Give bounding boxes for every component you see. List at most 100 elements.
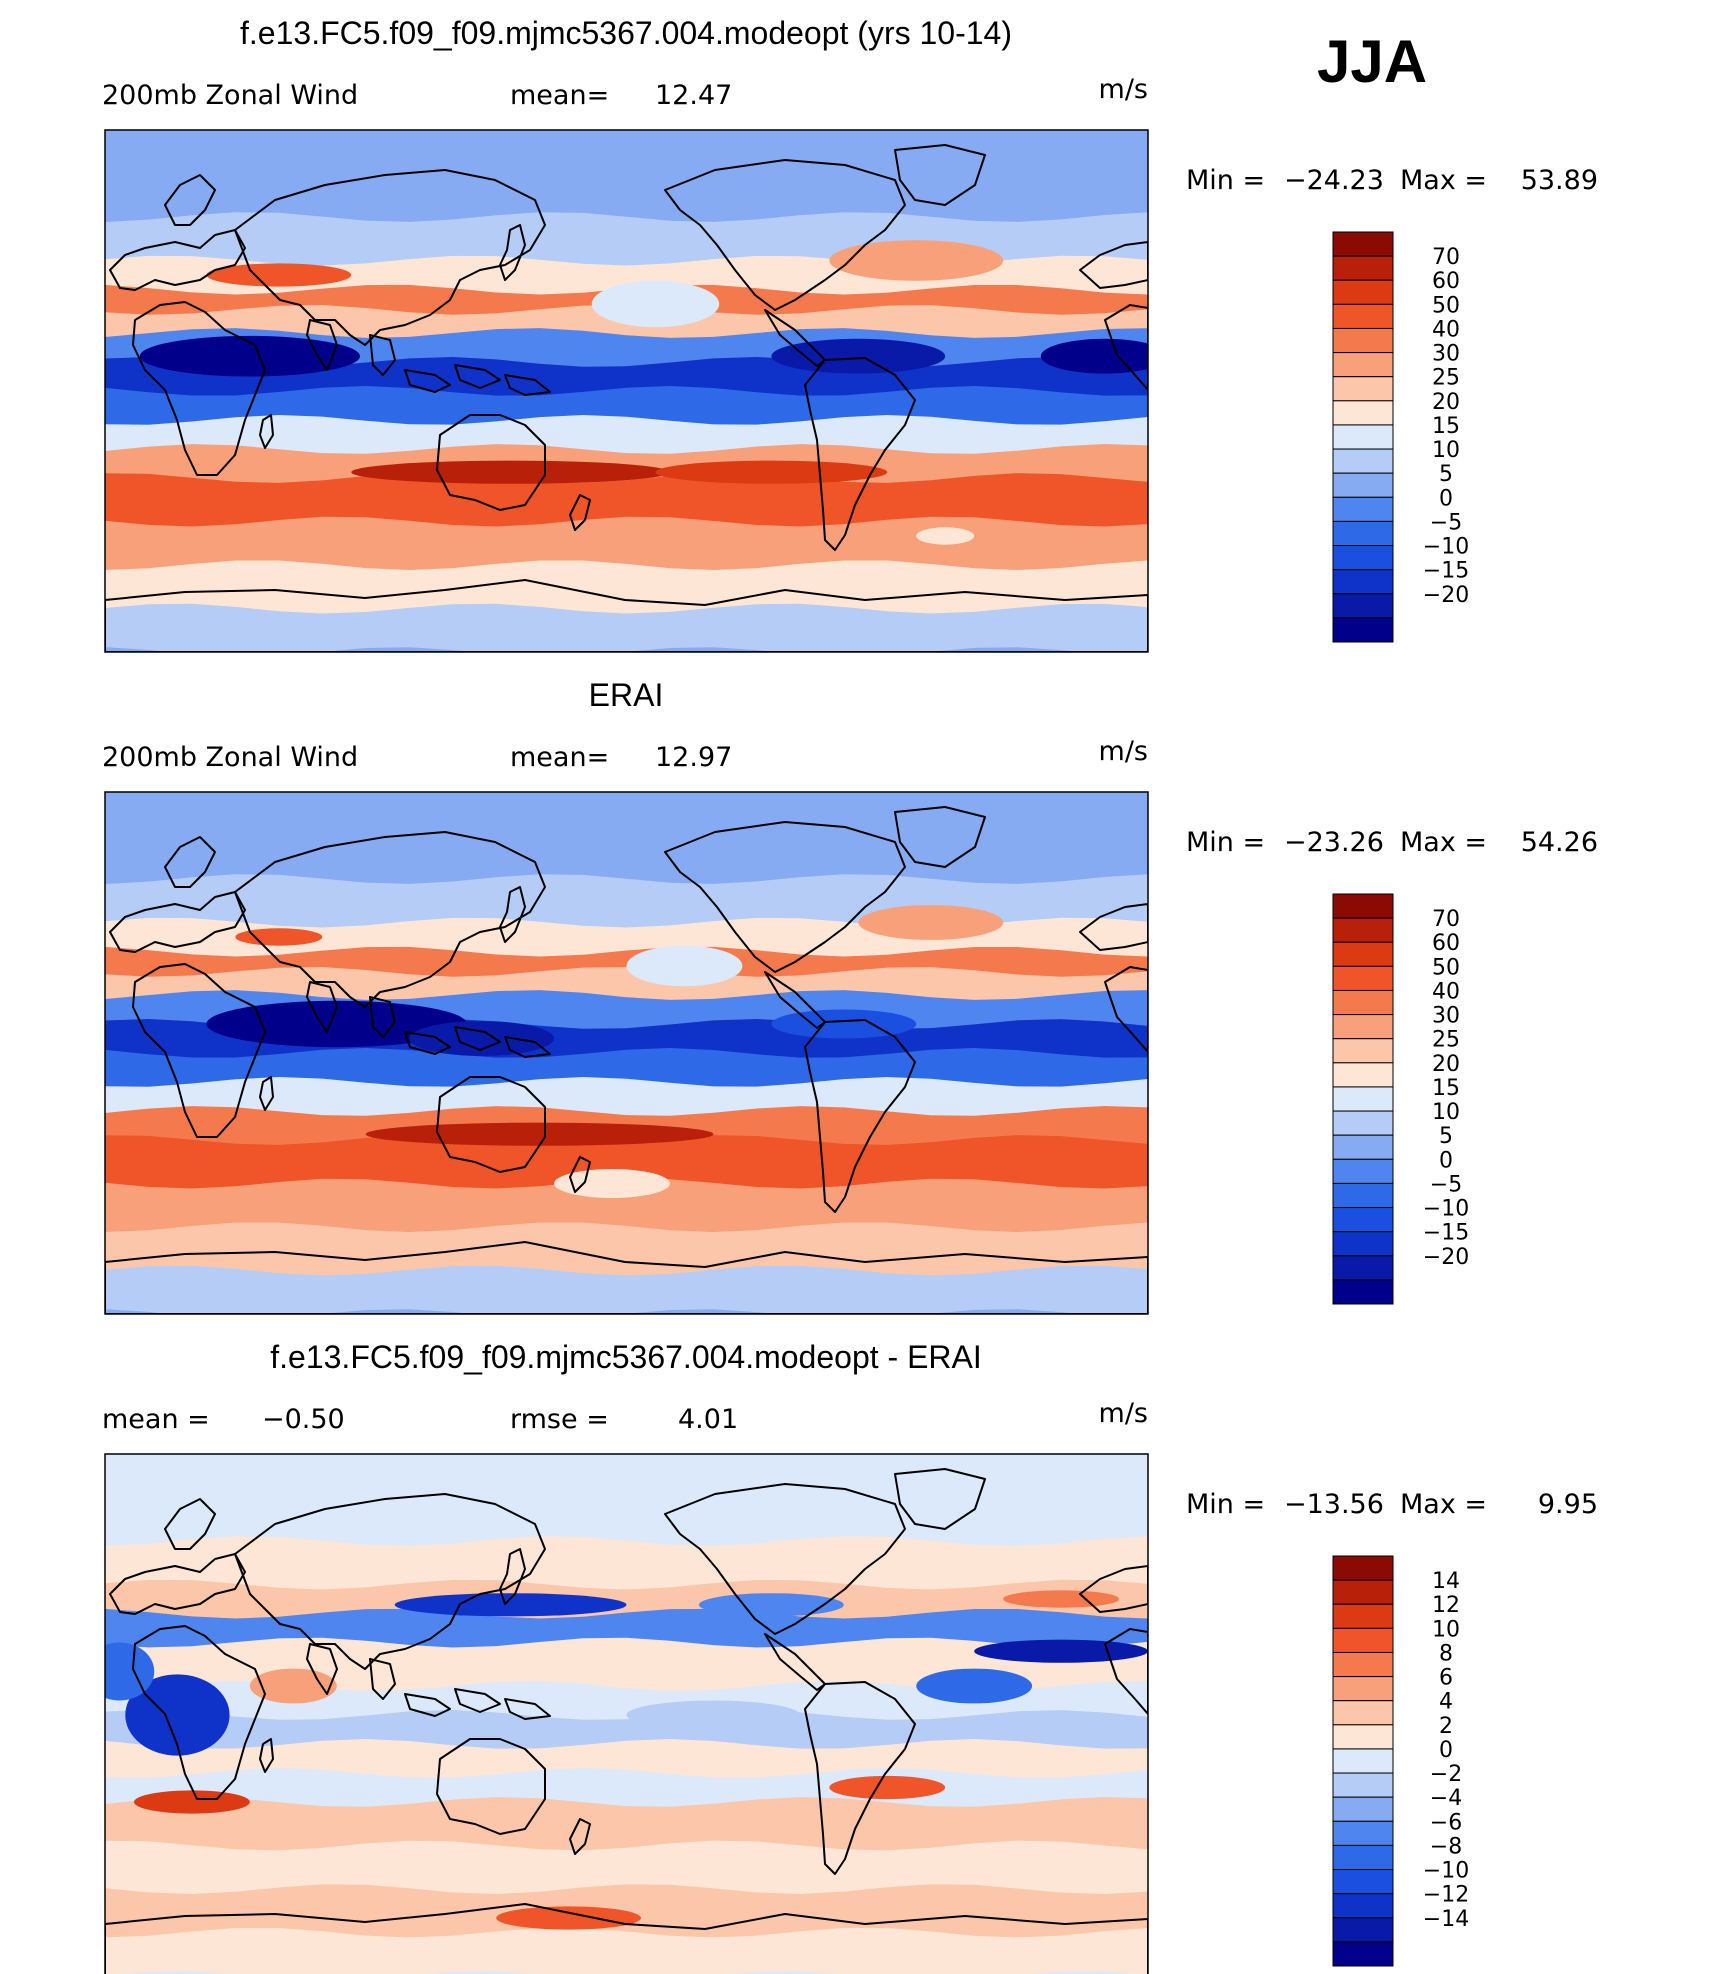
panel-model: f.e13.FC5.f09_f09.mjmc5367.004.modeopt (…: [102, 15, 1598, 653]
contour-band: [105, 1478, 1148, 1547]
max-value: 53.89: [1521, 165, 1598, 196]
contour-blob: [1003, 1590, 1120, 1608]
map-field: [105, 792, 1148, 1314]
colorbar-tick-label: 40: [1432, 980, 1460, 1005]
colorbar-box: [1332, 448, 1394, 474]
colorbar-tick-label: 20: [1432, 390, 1460, 415]
colorbar-box: [1332, 1182, 1394, 1209]
colorbar-tick-label: 0: [1439, 1148, 1453, 1173]
colorbar-box: [1332, 1772, 1394, 1798]
contour-blob: [698, 1593, 844, 1617]
stat-mean-value: −0.50: [262, 1404, 345, 1435]
colorbar-tick-label: −10: [1423, 535, 1469, 560]
contour-band: [105, 1309, 1080, 1314]
variable-label: 200mb Zonal Wind: [102, 742, 358, 773]
colorbar-tick-label: 30: [1432, 1004, 1460, 1029]
contour-band: [105, 1178, 1148, 1233]
colorbar-box: [1332, 917, 1394, 943]
min-label: Min =: [1186, 165, 1265, 196]
min-value: −13.56: [1284, 1489, 1384, 1520]
colorbar-box: [1332, 1231, 1394, 1257]
map-field: [105, 1454, 1148, 1974]
max-label: Max =: [1400, 1489, 1487, 1520]
contour-blob: [235, 928, 323, 946]
contour-blob: [771, 338, 946, 374]
colorbar-box: [1332, 1603, 1394, 1629]
min-label: Min =: [1186, 827, 1265, 858]
colorbar-box: [1332, 352, 1394, 378]
colorbar-tick-label: 40: [1432, 318, 1460, 343]
colorbar-box: [1332, 1255, 1394, 1281]
min-value: −24.23: [1284, 165, 1384, 196]
colorbar-box: [1332, 1014, 1394, 1040]
contour-blob: [626, 945, 743, 987]
contour-blob: [206, 263, 352, 287]
colorbar-box: [1332, 1796, 1394, 1822]
variable-label: 200mb Zonal Wind: [102, 80, 358, 111]
contour-blob: [916, 1668, 1033, 1704]
colorbar-box: [1332, 1748, 1394, 1774]
contour-blob: [771, 1009, 917, 1039]
colorbar-tick-label: 5: [1439, 462, 1453, 487]
contour-blob: [394, 1593, 627, 1617]
colorbar-box: [1332, 1555, 1394, 1581]
contour-band: [105, 1927, 1148, 1974]
colorbar-box: [1332, 327, 1394, 354]
colorbar-tick-label: −5: [1430, 1172, 1462, 1197]
colorbar-tick-label: 50: [1432, 293, 1460, 318]
contour-blob: [974, 1639, 1148, 1663]
contour-band: [105, 1840, 1148, 1895]
colorbar-tick-label: 15: [1432, 414, 1460, 439]
contour-band: [105, 603, 1148, 652]
stat-rmse-value: 4.01: [678, 1404, 738, 1435]
stat-mean-value: 12.47: [655, 80, 732, 111]
max-label: Max =: [1400, 165, 1487, 196]
colorbar-tick-label: 0: [1439, 486, 1453, 511]
colorbar-box: [1332, 1110, 1394, 1136]
colorbar-tick-label: 12: [1432, 1593, 1460, 1618]
colorbar-tick-label: 20: [1432, 1052, 1460, 1077]
contour-blob: [829, 240, 1004, 281]
panel-erai: ERAI 200mb Zonal Wind mean= 12.97 m/s Min = −2…: [102, 677, 1598, 1315]
colorbar-tick-label: 10: [1432, 438, 1460, 463]
colorbar-box: [1332, 1700, 1394, 1726]
colorbar-tick-label: 6: [1439, 1666, 1453, 1691]
stat-rmse-label: rmse =: [510, 1404, 609, 1435]
map-field: [105, 130, 1148, 652]
colorbar-box: [1332, 520, 1394, 547]
colorbar-tick-label: 70: [1432, 245, 1460, 270]
stat-mean-label: mean=: [510, 742, 609, 773]
max-label: Max =: [1400, 827, 1487, 858]
contour-band: [105, 1222, 1148, 1277]
colorbar-box: [1332, 400, 1394, 426]
colorbar-box: [1332, 231, 1394, 257]
colorbar-box: [1332, 303, 1394, 329]
colorbar-box: [1332, 496, 1394, 522]
colorbar-tick-label: −15: [1423, 1221, 1469, 1246]
contour-band: [105, 816, 1148, 885]
contour-blob: [133, 1790, 250, 1814]
colorbar-box: [1332, 569, 1394, 595]
map-frame: [104, 791, 1149, 1315]
contour-band: [105, 1265, 1148, 1314]
colorbar-box: [1332, 545, 1394, 571]
contour-band: [105, 1135, 1148, 1190]
min-value: −23.26: [1284, 827, 1384, 858]
season-label: JJA: [1317, 28, 1427, 95]
min-label: Min =: [1186, 1489, 1265, 1520]
colorbar-box: [1332, 1676, 1394, 1702]
colorbar-tick-label: 60: [1432, 931, 1460, 956]
colorbar-tick-label: 0: [1439, 1738, 1453, 1763]
colorbar-tick-label: 8: [1439, 1642, 1453, 1667]
colorbar-box: [1332, 1627, 1394, 1653]
contour-band: [105, 473, 1148, 528]
contour-blob: [829, 1775, 946, 1800]
colorbar-box: [1332, 989, 1394, 1016]
colorbar-box: [1332, 1062, 1394, 1088]
panel-title: f.e13.FC5.f09_f09.mjmc5367.004.modeopt -…: [270, 1339, 982, 1375]
contour-band: [105, 967, 1148, 1001]
colorbar-tick-label: −2: [1430, 1762, 1462, 1787]
